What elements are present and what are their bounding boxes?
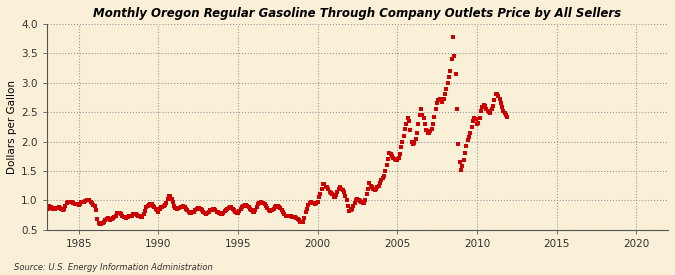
Text: Source: U.S. Energy Information Administration: Source: U.S. Energy Information Administ… [14,263,212,272]
Title: Monthly Oregon Regular Gasoline Through Company Outlets Price by All Sellers: Monthly Oregon Regular Gasoline Through … [93,7,622,20]
Y-axis label: Dollars per Gallon: Dollars per Gallon [7,80,17,174]
